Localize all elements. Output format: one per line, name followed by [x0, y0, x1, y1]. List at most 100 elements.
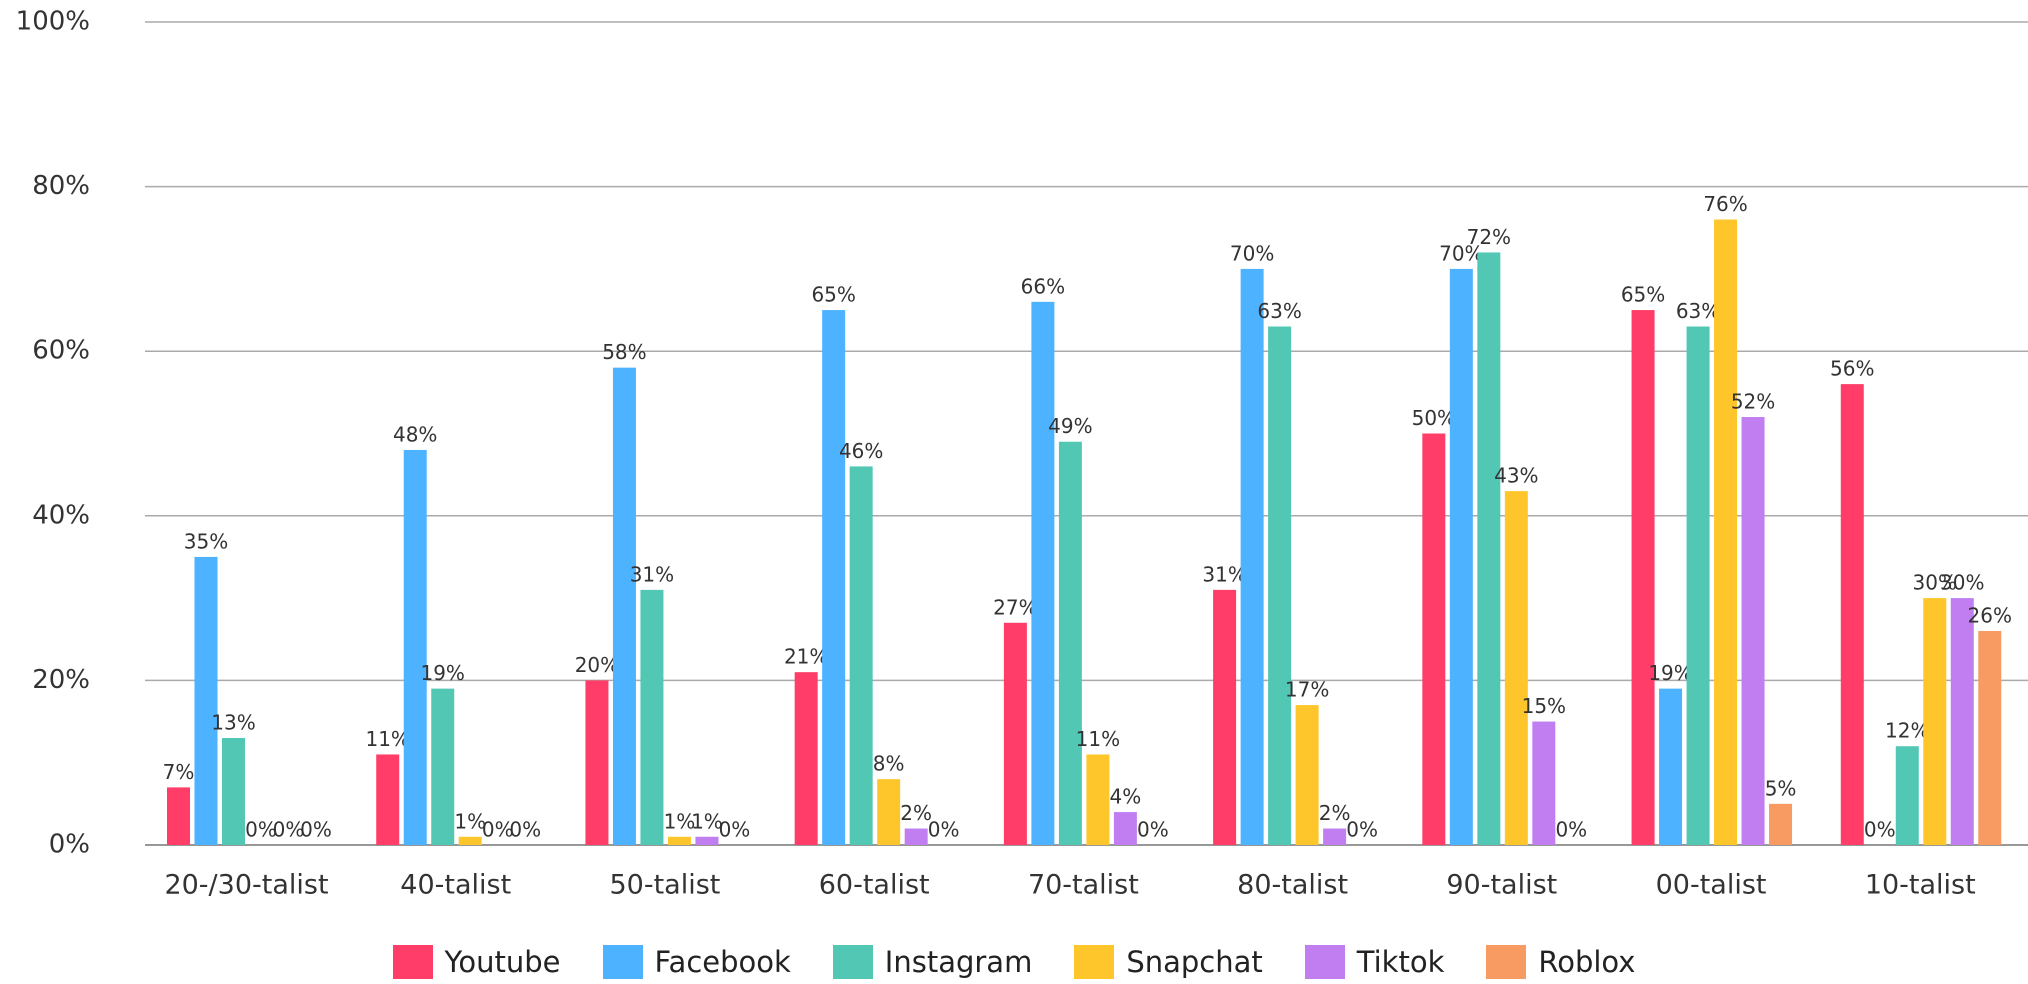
data-label: 0%: [1864, 818, 1896, 842]
legend-label: Youtube: [444, 945, 561, 979]
bar: [1086, 754, 1110, 845]
legend-swatch: [392, 945, 433, 979]
bar: [1686, 326, 1710, 845]
data-label: 76%: [1703, 192, 1747, 216]
bar: [1950, 598, 1974, 845]
legend-swatch: [832, 945, 873, 979]
x-tick-label: 00-talist: [1656, 870, 1767, 901]
data-label: 2%: [900, 801, 932, 825]
bar: [1422, 433, 1446, 845]
data-label: 5%: [1765, 776, 1797, 800]
bar: [1714, 219, 1738, 845]
data-label: 70%: [1439, 241, 1483, 265]
bar: [904, 828, 928, 845]
data-label: 0%: [928, 818, 960, 842]
bar: [1213, 589, 1237, 845]
legend-label: Facebook: [654, 945, 791, 979]
data-label: 0%: [1555, 818, 1587, 842]
legend-swatch: [1486, 945, 1527, 979]
data-label: 70%: [1230, 241, 1274, 265]
legend-item: Tiktok: [1304, 945, 1445, 979]
data-label: 35%: [184, 529, 228, 553]
data-label: 2%: [1319, 801, 1351, 825]
bar: [1240, 268, 1264, 845]
data-label: 43%: [1494, 464, 1538, 488]
bar: [194, 556, 218, 845]
data-label: 0%: [245, 818, 277, 842]
y-tick-label: 20%: [32, 665, 90, 695]
legend-swatch: [1304, 945, 1345, 979]
data-label: 66%: [1021, 274, 1065, 298]
data-label: 8%: [873, 752, 905, 776]
x-tick-label: 20-/30-talist: [164, 870, 328, 901]
data-label: 26%: [1968, 604, 2012, 628]
data-label: 15%: [1522, 694, 1566, 718]
data-label: 72%: [1467, 225, 1511, 249]
data-label: 0%: [273, 818, 305, 842]
bar: [1769, 803, 1793, 845]
data-label: 65%: [811, 283, 855, 307]
data-label: 0%: [1346, 818, 1378, 842]
data-label: 30%: [1913, 571, 1957, 595]
data-label: 7%: [163, 760, 195, 784]
bar: [1504, 491, 1528, 845]
bar: [1741, 417, 1765, 845]
x-tick-label: 70-talist: [1028, 870, 1139, 901]
data-label: 65%: [1621, 283, 1665, 307]
bar: [1113, 812, 1137, 845]
bar: [222, 738, 245, 845]
bar: [1323, 828, 1347, 845]
data-label: 11%: [1076, 727, 1120, 751]
legend-label: Instagram: [884, 945, 1033, 979]
chart: 0% 20% 40% 60% 80% 100% 20-/30-talist 7% 35% 13% 0…: [16, 7, 2028, 901]
x-tick-label: 60-talist: [819, 870, 930, 901]
bar: [1923, 598, 1947, 845]
data-label: 11%: [365, 727, 409, 751]
bar: [1058, 441, 1082, 845]
bar: [667, 836, 691, 845]
data-label: 12%: [1885, 719, 1929, 743]
legend-swatch: [1074, 945, 1115, 979]
data-label: 13%: [211, 711, 255, 735]
bar: [612, 367, 636, 845]
x-tick-label: 90-talist: [1446, 870, 1557, 901]
data-label: 17%: [1285, 678, 1329, 702]
data-label: 48%: [393, 422, 437, 446]
bar: [585, 680, 609, 845]
bar: [822, 310, 846, 845]
bar: [1268, 326, 1292, 845]
bar: [1449, 268, 1473, 845]
data-label: 19%: [1648, 661, 1692, 685]
bar: [1631, 310, 1655, 845]
bar: [1659, 688, 1683, 845]
data-label: 19%: [420, 661, 464, 685]
x-tick-label: 50-talist: [609, 870, 720, 901]
data-label: 58%: [602, 340, 646, 364]
legend-label: Snapchat: [1126, 945, 1263, 979]
legend-label: Roblox: [1538, 945, 1636, 979]
bar: [877, 779, 901, 845]
legend: Youtube Facebook Instagram Snapchat Tiktok Ro…: [0, 940, 2028, 984]
data-label: 46%: [839, 439, 883, 463]
bar: [1532, 721, 1556, 845]
bar: [1003, 622, 1027, 845]
legend-item: Facebook: [602, 945, 791, 979]
legend-item: Instagram: [832, 945, 1033, 979]
data-label: 0%: [509, 818, 541, 842]
legend-label: Tiktok: [1356, 945, 1445, 979]
bar: [376, 754, 400, 845]
data-label: 31%: [1202, 562, 1246, 586]
bar: [458, 836, 482, 845]
data-label: 0%: [482, 818, 514, 842]
data-label: 1%: [454, 809, 486, 833]
data-label: 63%: [1676, 299, 1720, 323]
data-label: 50%: [1412, 406, 1456, 430]
data-label: 4%: [1110, 785, 1142, 809]
y-tick-label: 0%: [49, 830, 90, 860]
data-label: 63%: [1257, 299, 1301, 323]
bar: [1978, 631, 2002, 845]
data-label: 30%: [1940, 571, 1984, 595]
y-tick-label: 40%: [32, 500, 90, 530]
data-label: 49%: [1048, 414, 1092, 438]
